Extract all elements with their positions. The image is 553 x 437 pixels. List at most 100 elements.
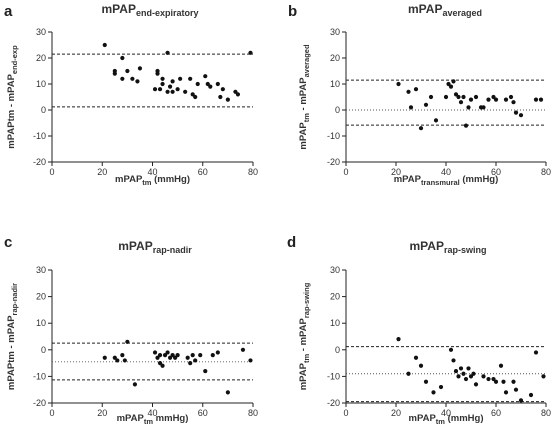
data-point bbox=[215, 81, 220, 87]
data-point bbox=[533, 350, 539, 355]
data-point bbox=[195, 81, 200, 87]
data-point bbox=[498, 363, 504, 368]
data-point bbox=[503, 97, 509, 102]
data-point bbox=[167, 84, 173, 89]
data-point bbox=[503, 390, 509, 395]
x-tick-label: 20 bbox=[97, 408, 107, 418]
data-point bbox=[248, 50, 253, 55]
data-point bbox=[528, 392, 534, 398]
data-point bbox=[215, 350, 220, 355]
x-tick-label: 20 bbox=[391, 408, 401, 418]
data-point bbox=[538, 97, 544, 102]
data-point bbox=[518, 398, 524, 403]
y-tick-label: 0 bbox=[41, 345, 46, 355]
data-point bbox=[218, 94, 223, 100]
panel-d: d mPAPrap-swing -20 -10 0 10 20 30 0 20 40 60 80 mPAP… bbox=[287, 234, 551, 426]
x-tick-label: 20 bbox=[97, 167, 107, 177]
data-point bbox=[160, 81, 165, 87]
data-point bbox=[165, 50, 170, 55]
x-axis-label: mPAPtransmural (mmHg) bbox=[394, 174, 499, 187]
data-point bbox=[190, 92, 195, 97]
data-point bbox=[446, 81, 451, 87]
data-point bbox=[130, 76, 135, 81]
data-point bbox=[473, 382, 479, 387]
y-tick-label: -10 bbox=[33, 131, 46, 141]
data-point bbox=[170, 89, 175, 94]
y-tick-label: 20 bbox=[36, 53, 46, 63]
panel-letter: c bbox=[4, 234, 12, 251]
data-point bbox=[102, 355, 107, 360]
y-tick-label: -10 bbox=[327, 371, 340, 381]
y-tick-label: 10 bbox=[330, 318, 340, 328]
data-point bbox=[137, 66, 143, 71]
data-point bbox=[493, 97, 499, 102]
data-point bbox=[120, 55, 125, 61]
data-point bbox=[115, 358, 120, 363]
data-point bbox=[165, 89, 170, 94]
data-point bbox=[491, 376, 496, 382]
data-point bbox=[178, 76, 183, 81]
panel-a: a mPAPend-expiratory -20 -10 0 10 20 30 0 20 40 60 8… bbox=[4, 2, 258, 187]
data-point bbox=[240, 347, 246, 352]
data-point bbox=[463, 123, 469, 128]
data-point bbox=[132, 382, 138, 387]
data-point bbox=[112, 355, 117, 360]
y-tick-label: -10 bbox=[33, 371, 46, 381]
data-point bbox=[453, 92, 459, 97]
data-point bbox=[468, 374, 474, 379]
x-tick-label: 60 bbox=[198, 167, 208, 177]
data-point bbox=[122, 358, 127, 363]
y-tick-label: -20 bbox=[327, 398, 340, 408]
data-point bbox=[190, 353, 195, 358]
panel-title: mPAPaveraged bbox=[408, 2, 482, 18]
data-point bbox=[511, 100, 516, 105]
y-tick-label: -20 bbox=[33, 398, 46, 408]
data-point bbox=[220, 87, 225, 92]
data-point bbox=[120, 353, 125, 358]
data-point bbox=[448, 347, 454, 352]
x-tick-label: 80 bbox=[248, 167, 258, 177]
data-point bbox=[233, 89, 238, 94]
data-point bbox=[406, 371, 411, 376]
data-point bbox=[451, 358, 456, 363]
data-point bbox=[518, 113, 524, 118]
data-point bbox=[431, 390, 436, 395]
data-point bbox=[175, 353, 180, 358]
y-tick-label: -20 bbox=[327, 157, 340, 167]
data-point bbox=[486, 97, 491, 102]
panel-title: mPAPrap-nadir bbox=[118, 239, 192, 255]
data-point bbox=[418, 126, 424, 131]
data-point bbox=[173, 355, 178, 360]
data-point bbox=[428, 94, 434, 100]
data-point bbox=[155, 71, 160, 76]
data-point bbox=[183, 89, 188, 94]
data-point bbox=[448, 84, 454, 89]
data-point bbox=[541, 374, 546, 379]
x-tick-label: 0 bbox=[49, 167, 54, 177]
y-tick-label: 30 bbox=[330, 265, 340, 275]
y-tick-label: 10 bbox=[36, 79, 46, 89]
data-point bbox=[466, 366, 471, 371]
data-point bbox=[157, 361, 163, 366]
data-point bbox=[155, 355, 160, 360]
data-point bbox=[125, 339, 130, 344]
data-point bbox=[210, 353, 215, 358]
data-point bbox=[513, 387, 519, 392]
data-point bbox=[203, 368, 208, 374]
data-point bbox=[473, 94, 479, 100]
data-point bbox=[167, 355, 173, 360]
data-point bbox=[102, 42, 107, 48]
data-point bbox=[396, 81, 401, 87]
data-point bbox=[160, 363, 165, 368]
data-point bbox=[162, 353, 168, 358]
data-point bbox=[408, 105, 414, 110]
data-point bbox=[157, 353, 163, 358]
data-point bbox=[175, 87, 180, 92]
y-tick-label: 30 bbox=[36, 265, 46, 275]
x-tick-label: 60 bbox=[491, 408, 501, 418]
data-point bbox=[423, 102, 429, 107]
y-tick-label: 30 bbox=[330, 27, 340, 37]
x-tick-label: 0 bbox=[343, 408, 348, 418]
data-point bbox=[513, 110, 519, 115]
